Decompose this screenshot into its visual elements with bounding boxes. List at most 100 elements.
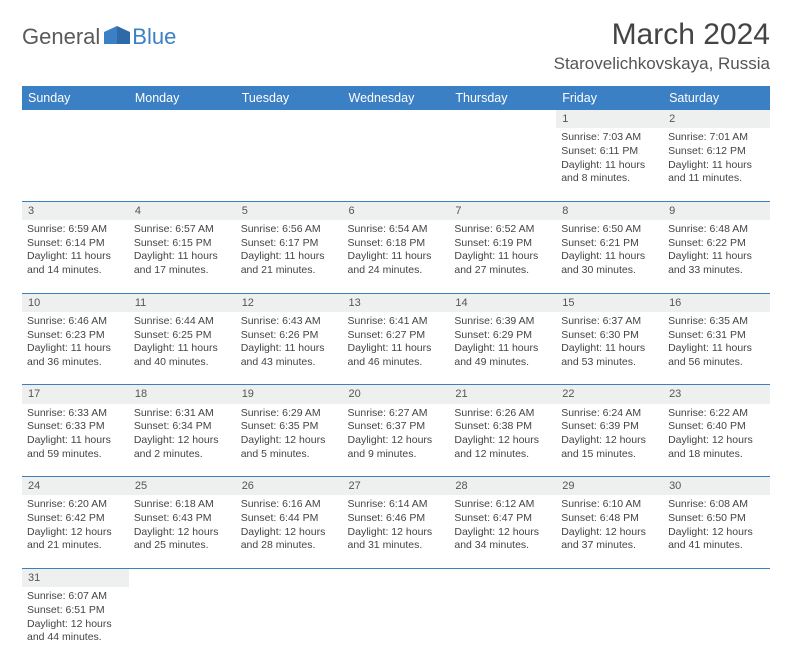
sunrise-line: Sunrise: 6:10 AM bbox=[561, 498, 658, 512]
daylight-line: Daylight: 12 hours and 9 minutes. bbox=[348, 434, 445, 461]
day-number: 23 bbox=[663, 385, 770, 404]
day-number: 17 bbox=[22, 385, 129, 404]
day-header: Tuesday bbox=[236, 86, 343, 110]
week-row: Sunrise: 6:46 AMSunset: 6:23 PMDaylight:… bbox=[22, 312, 770, 385]
day-cell: Sunrise: 6:35 AMSunset: 6:31 PMDaylight:… bbox=[663, 312, 770, 385]
calendar-table: SundayMondayTuesdayWednesdayThursdayFrid… bbox=[22, 86, 770, 660]
day-cell bbox=[343, 587, 450, 660]
day-number: 8 bbox=[556, 201, 663, 220]
daynum-row: 12 bbox=[22, 110, 770, 128]
sunrise-line: Sunrise: 6:08 AM bbox=[668, 498, 765, 512]
day-number: 1 bbox=[556, 110, 663, 128]
week-row: Sunrise: 6:20 AMSunset: 6:42 PMDaylight:… bbox=[22, 495, 770, 568]
day-number: 9 bbox=[663, 201, 770, 220]
sunset-line: Sunset: 6:39 PM bbox=[561, 420, 658, 434]
daylight-line: Daylight: 11 hours and 56 minutes. bbox=[668, 342, 765, 369]
day-cell: Sunrise: 7:01 AMSunset: 6:12 PMDaylight:… bbox=[663, 128, 770, 201]
week-row: Sunrise: 6:59 AMSunset: 6:14 PMDaylight:… bbox=[22, 220, 770, 293]
day-number bbox=[663, 568, 770, 587]
day-number: 10 bbox=[22, 293, 129, 312]
sunrise-line: Sunrise: 6:24 AM bbox=[561, 407, 658, 421]
daylight-line: Daylight: 11 hours and 43 minutes. bbox=[241, 342, 338, 369]
day-cell bbox=[236, 128, 343, 201]
daylight-line: Daylight: 12 hours and 21 minutes. bbox=[27, 526, 124, 553]
sunrise-line: Sunrise: 6:52 AM bbox=[454, 223, 551, 237]
sunset-line: Sunset: 6:19 PM bbox=[454, 237, 551, 251]
daylight-line: Daylight: 11 hours and 8 minutes. bbox=[561, 159, 658, 186]
daylight-line: Daylight: 12 hours and 18 minutes. bbox=[668, 434, 765, 461]
day-number: 13 bbox=[343, 293, 450, 312]
week-row: Sunrise: 6:33 AMSunset: 6:33 PMDaylight:… bbox=[22, 404, 770, 477]
day-number: 19 bbox=[236, 385, 343, 404]
daynum-row: 10111213141516 bbox=[22, 293, 770, 312]
daylight-line: Daylight: 12 hours and 37 minutes. bbox=[561, 526, 658, 553]
sunrise-line: Sunrise: 6:56 AM bbox=[241, 223, 338, 237]
week-row: Sunrise: 6:07 AMSunset: 6:51 PMDaylight:… bbox=[22, 587, 770, 660]
sunset-line: Sunset: 6:37 PM bbox=[348, 420, 445, 434]
sunset-line: Sunset: 6:31 PM bbox=[668, 329, 765, 343]
day-number: 30 bbox=[663, 477, 770, 496]
sunrise-line: Sunrise: 6:57 AM bbox=[134, 223, 231, 237]
sunrise-line: Sunrise: 6:18 AM bbox=[134, 498, 231, 512]
sunrise-line: Sunrise: 6:33 AM bbox=[27, 407, 124, 421]
sunrise-line: Sunrise: 6:26 AM bbox=[454, 407, 551, 421]
day-number: 4 bbox=[129, 201, 236, 220]
day-number bbox=[343, 568, 450, 587]
day-cell: Sunrise: 6:33 AMSunset: 6:33 PMDaylight:… bbox=[22, 404, 129, 477]
sunset-line: Sunset: 6:21 PM bbox=[561, 237, 658, 251]
sunrise-line: Sunrise: 6:22 AM bbox=[668, 407, 765, 421]
day-cell: Sunrise: 6:08 AMSunset: 6:50 PMDaylight:… bbox=[663, 495, 770, 568]
week-row: Sunrise: 7:03 AMSunset: 6:11 PMDaylight:… bbox=[22, 128, 770, 201]
daylight-line: Daylight: 11 hours and 14 minutes. bbox=[27, 250, 124, 277]
day-number: 21 bbox=[449, 385, 556, 404]
logo-text-general: General bbox=[22, 24, 100, 50]
day-number: 29 bbox=[556, 477, 663, 496]
sunset-line: Sunset: 6:42 PM bbox=[27, 512, 124, 526]
day-cell: Sunrise: 6:50 AMSunset: 6:21 PMDaylight:… bbox=[556, 220, 663, 293]
day-header: Monday bbox=[129, 86, 236, 110]
sunrise-line: Sunrise: 6:27 AM bbox=[348, 407, 445, 421]
sunset-line: Sunset: 6:43 PM bbox=[134, 512, 231, 526]
sunset-line: Sunset: 6:17 PM bbox=[241, 237, 338, 251]
day-cell: Sunrise: 6:27 AMSunset: 6:37 PMDaylight:… bbox=[343, 404, 450, 477]
day-cell: Sunrise: 6:12 AMSunset: 6:47 PMDaylight:… bbox=[449, 495, 556, 568]
sunrise-line: Sunrise: 6:59 AM bbox=[27, 223, 124, 237]
day-number: 31 bbox=[22, 568, 129, 587]
day-cell: Sunrise: 6:16 AMSunset: 6:44 PMDaylight:… bbox=[236, 495, 343, 568]
daylight-line: Daylight: 12 hours and 15 minutes. bbox=[561, 434, 658, 461]
day-header: Thursday bbox=[449, 86, 556, 110]
day-number: 20 bbox=[343, 385, 450, 404]
day-number bbox=[129, 110, 236, 128]
day-number: 18 bbox=[129, 385, 236, 404]
daynum-row: 17181920212223 bbox=[22, 385, 770, 404]
sunset-line: Sunset: 6:26 PM bbox=[241, 329, 338, 343]
daylight-line: Daylight: 11 hours and 11 minutes. bbox=[668, 159, 765, 186]
day-cell bbox=[663, 587, 770, 660]
sunset-line: Sunset: 6:27 PM bbox=[348, 329, 445, 343]
daynum-row: 3456789 bbox=[22, 201, 770, 220]
day-number: 3 bbox=[22, 201, 129, 220]
daylight-line: Daylight: 11 hours and 53 minutes. bbox=[561, 342, 658, 369]
sunrise-line: Sunrise: 6:35 AM bbox=[668, 315, 765, 329]
sunset-line: Sunset: 6:12 PM bbox=[668, 145, 765, 159]
day-number bbox=[236, 568, 343, 587]
day-cell bbox=[129, 128, 236, 201]
day-number bbox=[236, 110, 343, 128]
day-number: 2 bbox=[663, 110, 770, 128]
sunset-line: Sunset: 6:48 PM bbox=[561, 512, 658, 526]
sunrise-line: Sunrise: 7:03 AM bbox=[561, 131, 658, 145]
daylight-line: Daylight: 12 hours and 31 minutes. bbox=[348, 526, 445, 553]
logo-text-blue: Blue bbox=[132, 24, 176, 50]
day-cell: Sunrise: 6:39 AMSunset: 6:29 PMDaylight:… bbox=[449, 312, 556, 385]
location: Starovelichkovskaya, Russia bbox=[554, 54, 770, 74]
day-cell: Sunrise: 6:37 AMSunset: 6:30 PMDaylight:… bbox=[556, 312, 663, 385]
daylight-line: Daylight: 11 hours and 59 minutes. bbox=[27, 434, 124, 461]
sunrise-line: Sunrise: 6:46 AM bbox=[27, 315, 124, 329]
sunrise-line: Sunrise: 6:12 AM bbox=[454, 498, 551, 512]
sunrise-line: Sunrise: 6:48 AM bbox=[668, 223, 765, 237]
sunset-line: Sunset: 6:38 PM bbox=[454, 420, 551, 434]
day-cell: Sunrise: 6:52 AMSunset: 6:19 PMDaylight:… bbox=[449, 220, 556, 293]
day-number: 25 bbox=[129, 477, 236, 496]
sunrise-line: Sunrise: 6:44 AM bbox=[134, 315, 231, 329]
daylight-line: Daylight: 11 hours and 40 minutes. bbox=[134, 342, 231, 369]
